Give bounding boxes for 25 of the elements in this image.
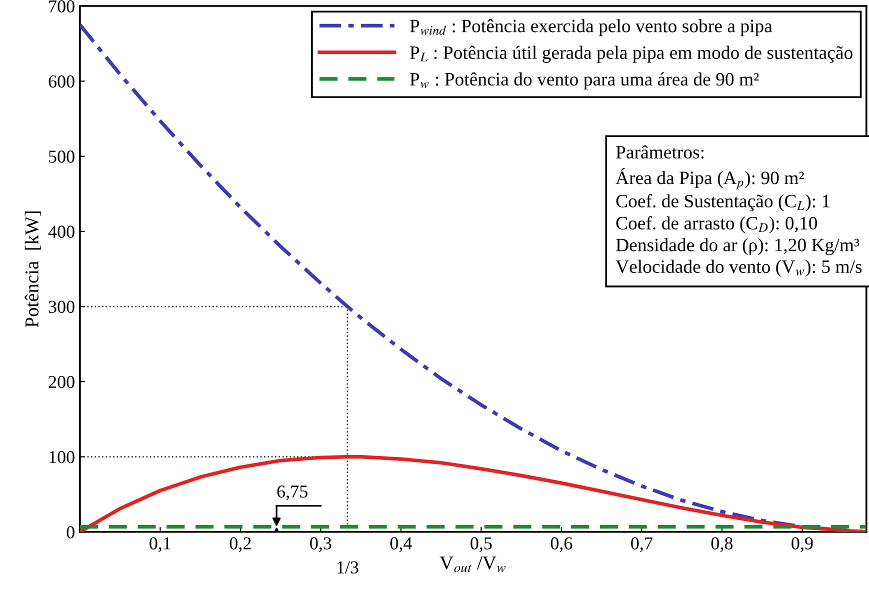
legend-label: P$_{L}$ : Potência útil gerada pela pipa em modo de sustentação [410, 46, 852, 63]
x-tick-label: 0,1 [150, 537, 170, 552]
y-axis-title: Potência [kW] [24, 212, 41, 328]
x-tick-label: 0,9 [792, 537, 813, 552]
y-tick-label: 400 [48, 226, 74, 238]
y-tick-label: 600 [48, 75, 74, 88]
legend-label: P$_{wind}$ : Potência exercida pelo vento sobre a pipa [410, 19, 772, 36]
x-tick-label: 0,4 [390, 537, 412, 552]
y-tick-label: 200 [48, 376, 74, 388]
text: 1/3 [338, 561, 358, 574]
x-axis-title: V$_{out}$ /V$_{w}$ [440, 556, 506, 572]
y-tick-label: 300 [48, 300, 74, 313]
x-tick-label: 0,2 [230, 537, 251, 552]
text: Parâmetros: Área da Pipa (A$_{p}$): 90 m² Coef. de Sustentação (C$_{L}$): 1 Coef. de arrasto (C$_{D}$): 0,10 Densidade do ar (ρ): 1,20 Kg/m³ Velocidade do vento (V$_{w}$): 5 m/s [616, 145, 862, 277]
y-tick-label: 700 [49, 0, 74, 12]
x-tick-label: 0,7 [631, 537, 652, 552]
y-tick-label: 100 [50, 451, 74, 464]
annotation: 6,75 [277, 485, 308, 500]
x-tick-label: 0,3 [310, 537, 332, 552]
y-tick-label: 0 [66, 526, 74, 538]
x-tick-label: 0,5 [470, 537, 492, 552]
legend-label: P$_{w}$ : Potência do vento para uma área de 90 m² [410, 72, 759, 90]
y-tick-label: 500 [49, 150, 74, 163]
x-tick-label: 0,8 [711, 537, 733, 552]
x-tick-label: 0,6 [550, 537, 572, 552]
